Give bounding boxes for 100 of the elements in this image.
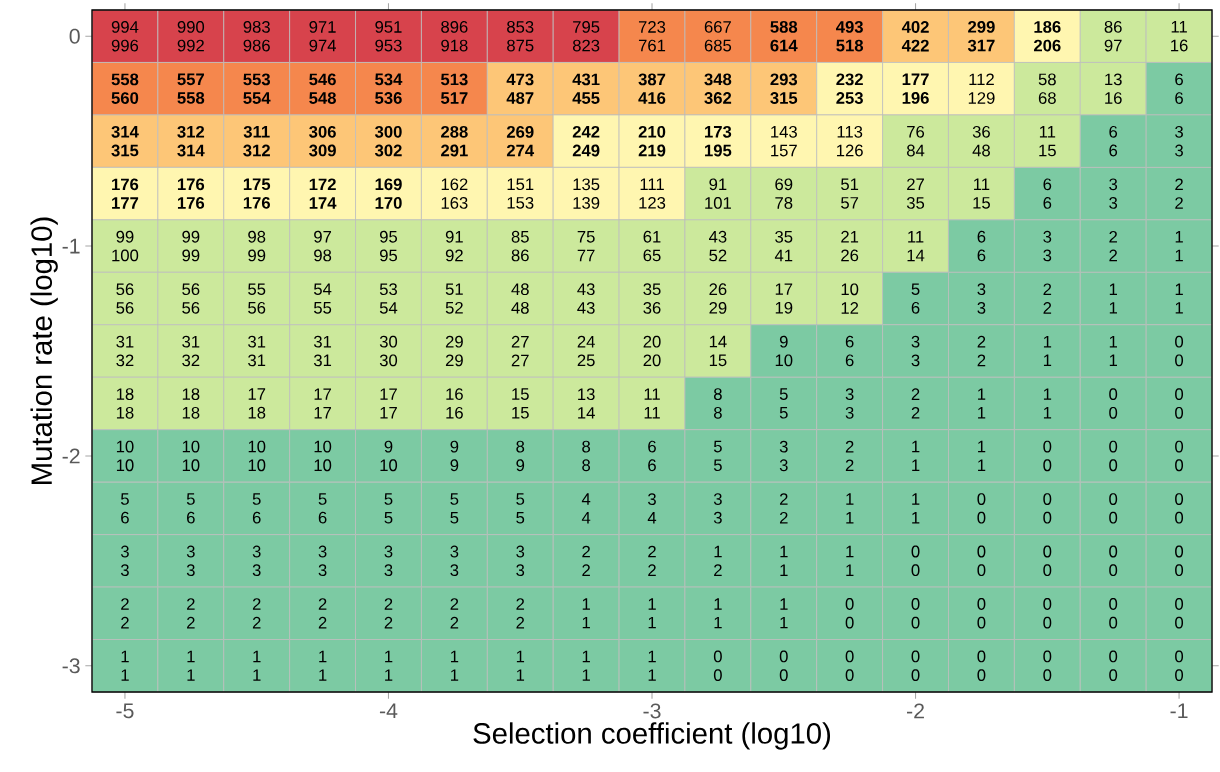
data-label: 91	[709, 178, 727, 191]
data-label: 48	[511, 283, 529, 296]
text: 3	[713, 511, 722, 524]
text: 953	[375, 39, 402, 52]
text: 48	[972, 144, 990, 157]
text: 14	[578, 407, 595, 419]
data-label: 348	[704, 73, 732, 86]
data-label: 2	[450, 598, 459, 610]
data-label: 31	[248, 335, 266, 348]
text: 0	[1175, 669, 1184, 682]
text: 0	[1175, 616, 1184, 629]
data-label: 0	[845, 598, 854, 610]
text: 554	[243, 92, 271, 104]
x-tick-label: -5	[116, 703, 134, 719]
text: 1	[121, 669, 129, 681]
data-label: 75	[577, 231, 595, 243]
data-label: 10	[182, 440, 200, 453]
text: 43	[577, 301, 595, 314]
data-label: 186	[1034, 21, 1061, 33]
text: 52	[709, 249, 727, 262]
text: 1	[846, 564, 854, 576]
text: 98	[314, 249, 332, 262]
data-label: 402	[901, 21, 929, 33]
y-tick-label: -1	[62, 238, 80, 254]
text: 25	[577, 354, 595, 367]
data-label: 15	[512, 388, 529, 400]
data-label: 269	[506, 126, 534, 138]
text: 996	[111, 39, 139, 52]
text: 314	[177, 144, 205, 157]
data-label: 3	[911, 335, 920, 348]
data-label: 546	[309, 73, 336, 86]
data-label: 51	[445, 283, 463, 296]
text: 416	[638, 92, 666, 104]
data-label: 4	[581, 493, 591, 505]
text: 9	[516, 459, 525, 472]
data-label: 2	[121, 598, 129, 610]
text: 41	[774, 249, 793, 262]
x-tick-label: -4	[379, 703, 398, 719]
text: 986	[243, 39, 270, 52]
data-label: 0	[845, 650, 854, 663]
data-label: 242	[572, 125, 600, 138]
text: 3	[516, 564, 525, 577]
text: 0	[1175, 511, 1184, 524]
text: 422	[901, 39, 929, 52]
data-label: 1	[912, 440, 920, 453]
data-label: 3	[318, 545, 327, 558]
data-label: 30	[379, 335, 398, 348]
text: 129	[968, 92, 995, 104]
text: 10	[380, 459, 398, 472]
text: 6	[121, 511, 129, 524]
data-label: 1	[978, 440, 986, 453]
text: 77	[577, 249, 595, 262]
data-label: 3	[845, 388, 854, 401]
data-label: 2	[648, 545, 656, 558]
text: 3	[1109, 197, 1118, 209]
text: 487	[506, 92, 534, 104]
data-label: 210	[638, 125, 666, 138]
data-label: 0	[1175, 650, 1184, 663]
text: 14	[907, 249, 925, 262]
text: 1	[1043, 407, 1052, 419]
text: 2	[121, 616, 129, 629]
text: 274	[506, 144, 535, 157]
data-label: 311	[243, 125, 270, 138]
text: 518	[836, 39, 864, 52]
text: 1	[319, 669, 327, 681]
data-label: 0	[1175, 335, 1184, 348]
data-label: 534	[375, 73, 403, 86]
text: 2	[450, 616, 459, 629]
data-label: 3	[977, 283, 986, 296]
text: 99	[248, 249, 266, 262]
text: 6	[252, 511, 261, 524]
text: 0	[845, 669, 854, 682]
text: 5	[779, 406, 788, 419]
text: 196	[902, 92, 929, 104]
data-label: 6	[648, 440, 656, 453]
text: 0	[1043, 616, 1052, 629]
text: 0	[1175, 354, 1184, 367]
data-label: 0	[1175, 493, 1184, 505]
data-label: 6	[1175, 73, 1183, 86]
text: 18	[248, 406, 266, 419]
data-label: 5	[120, 493, 129, 505]
data-label: 1	[1043, 388, 1052, 400]
text: 6	[1175, 92, 1183, 104]
text: 56	[116, 301, 134, 314]
data-label: 31	[116, 335, 134, 348]
y-tick-label: -3	[62, 658, 80, 674]
text: 1	[780, 616, 788, 629]
text: 2	[779, 511, 788, 524]
data-label: 135	[573, 178, 600, 191]
data-label: 1	[780, 545, 788, 558]
x-tick-label: -1	[1170, 703, 1188, 719]
text: 1	[780, 564, 788, 576]
data-label: 300	[374, 125, 402, 138]
text: 2	[648, 564, 656, 576]
data-label: 17	[248, 388, 266, 400]
data-label: 99	[116, 230, 134, 243]
data-label: 69	[775, 178, 793, 191]
text: 1	[978, 459, 986, 471]
data-label: 5	[450, 493, 459, 505]
text: 761	[638, 39, 666, 52]
